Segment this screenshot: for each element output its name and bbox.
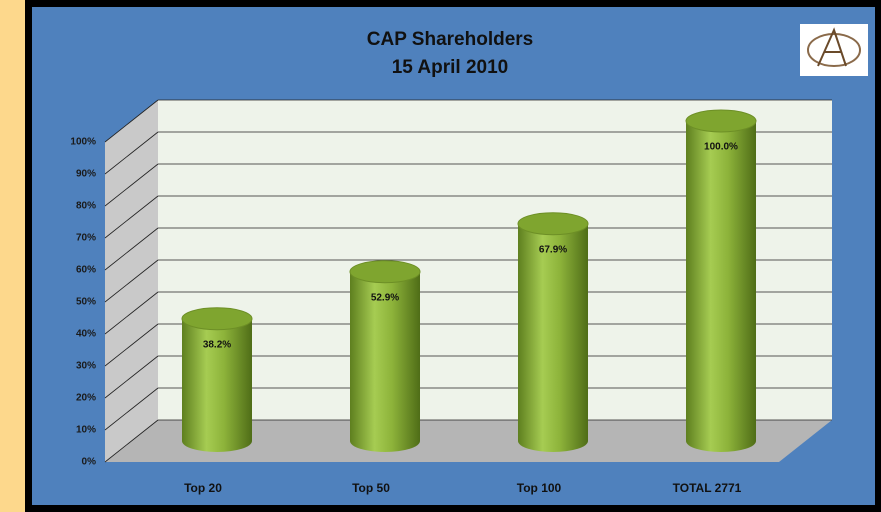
- y-tick-label: 100%: [70, 137, 96, 148]
- grid-line-side: [104, 195, 159, 239]
- bar-top: [181, 307, 253, 331]
- y-tick-label: 20%: [76, 393, 96, 404]
- grid-line-side: [104, 323, 159, 367]
- grid-line-side: [104, 387, 159, 431]
- grid-line-side: [104, 291, 159, 335]
- chart-subtitle: 15 April 2010: [392, 57, 509, 78]
- grid-line-side: [104, 227, 159, 271]
- bar: [181, 307, 253, 452]
- bar: [685, 109, 757, 452]
- x-tick-label: TOTAL 2771: [673, 481, 742, 495]
- y-tick-label: 30%: [76, 361, 96, 372]
- y-tick-label: 80%: [76, 201, 96, 212]
- bar-top: [517, 212, 589, 236]
- y-tick-label: 10%: [76, 425, 96, 436]
- bar: [517, 212, 589, 452]
- grid-line: [104, 99, 832, 143]
- floor: [105, 420, 832, 462]
- value-label: 100.0%: [704, 142, 738, 153]
- value-label: 52.9%: [371, 292, 399, 303]
- x-tick-label: Top 100: [517, 481, 562, 495]
- grid-line-side: [104, 99, 159, 143]
- bar-body: [518, 223, 588, 452]
- y-tick-label: 40%: [76, 329, 96, 340]
- logo: [800, 24, 868, 76]
- grid-line-side: [104, 419, 159, 463]
- bar-top: [349, 260, 421, 284]
- grid-line-side: [104, 131, 159, 175]
- y-tick-label: 90%: [76, 169, 96, 180]
- grid-line-side: [104, 259, 159, 303]
- bar-body: [350, 271, 420, 452]
- bar-body: [182, 318, 252, 452]
- y-tick-label: 60%: [76, 265, 96, 276]
- y-tick-label: 70%: [76, 233, 96, 244]
- y-tick-label: 0%: [82, 457, 97, 468]
- y-tick-label: 50%: [76, 297, 96, 308]
- bar-body: [686, 121, 756, 452]
- x-tick-label: Top 20: [184, 481, 222, 495]
- chart-title: CAP Shareholders: [367, 29, 533, 50]
- grid-line-side: [104, 163, 159, 207]
- bar-top: [685, 109, 757, 133]
- value-label: 67.9%: [539, 244, 567, 255]
- x-tick-label: Top 50: [352, 481, 390, 495]
- bar: [349, 260, 421, 452]
- grid-line-side: [104, 355, 159, 399]
- value-label: 38.2%: [203, 339, 231, 350]
